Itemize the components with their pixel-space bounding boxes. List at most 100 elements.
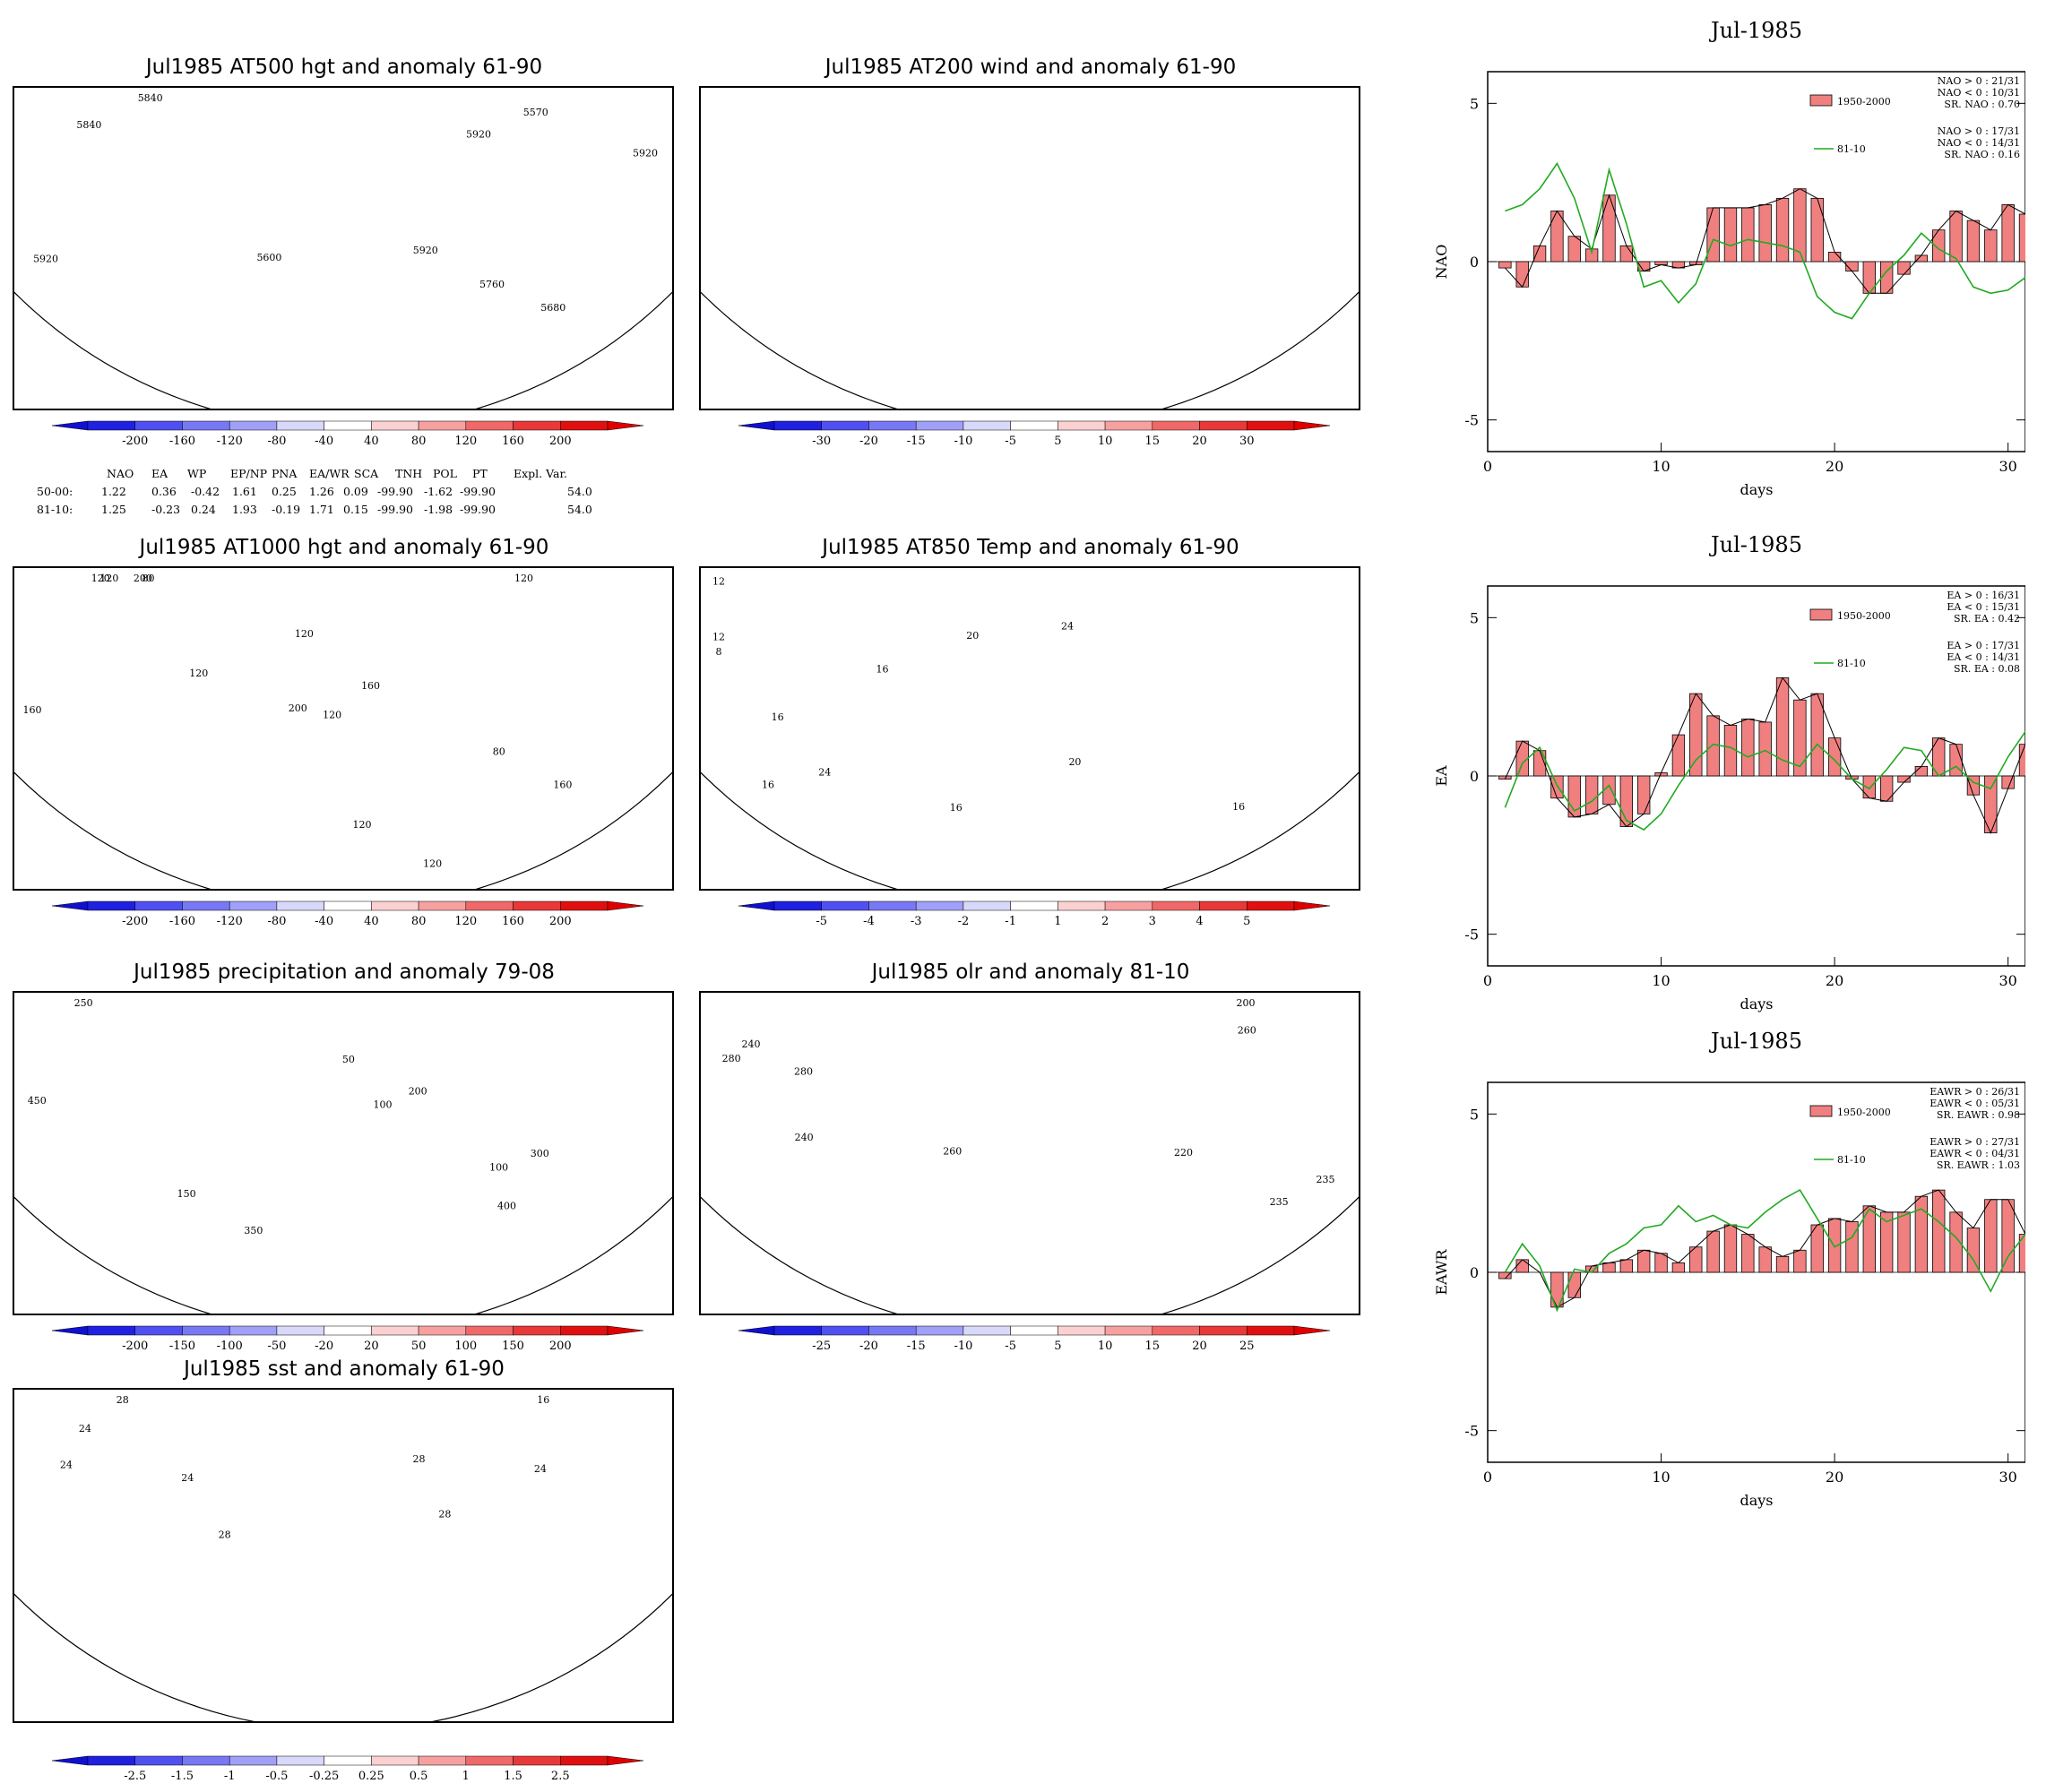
bar bbox=[1671, 1262, 1686, 1273]
colorbar-arrow-high bbox=[1293, 900, 1330, 911]
colorbar-segment bbox=[1104, 1325, 1153, 1336]
colorbar-tick-label: 150 bbox=[502, 1340, 524, 1353]
x-tick-label: 20 bbox=[1826, 972, 1843, 989]
stats-header-cell: TNH bbox=[395, 467, 422, 480]
stats-header-cell: EA/WR bbox=[309, 467, 350, 480]
bar bbox=[2018, 1234, 2025, 1273]
contour-label: 120 bbox=[423, 857, 442, 869]
stats-cell: 0.15 bbox=[343, 503, 368, 516]
colorbar-tick-label: -1 bbox=[224, 1770, 236, 1783]
bar bbox=[1793, 1249, 1807, 1273]
stats-cell: 0.09 bbox=[343, 485, 368, 498]
map-boundary bbox=[14, 1390, 672, 1721]
map-title: Jul1985 AT1000 hgt and anomaly 61-90 bbox=[139, 536, 549, 559]
colorbar-sst: -2.5 -1.5 -1 -0.5 -0.25 0.25 0.5 1 1.5 2.5 bbox=[52, 1755, 643, 1783]
colorbar-at200: -30 -20 -15 -10 -5 5 10 15 20 30 bbox=[738, 420, 1330, 448]
bar bbox=[1914, 1195, 1929, 1273]
colorbar-tick-label: 1 bbox=[462, 1770, 470, 1783]
colorbar-segment bbox=[276, 1755, 324, 1766]
colorbar-segment bbox=[276, 420, 324, 431]
legend-stat: EAWR > 0 : 26/31 bbox=[1930, 1086, 2020, 1098]
stats-header-cell: SCA bbox=[354, 467, 379, 480]
colorbar-tick-label: 200 bbox=[549, 435, 572, 448]
colorbar-tick-label: -1.5 bbox=[171, 1770, 194, 1783]
contour-label: 350 bbox=[244, 1225, 263, 1236]
bar bbox=[1723, 1224, 1738, 1273]
colorbar-tick-label: -20 bbox=[315, 1340, 333, 1353]
bar bbox=[1810, 1224, 1824, 1273]
colorbar-segment bbox=[418, 1755, 467, 1766]
colorbar-tick-label: -5 bbox=[816, 915, 827, 928]
contour-label: 120 bbox=[99, 573, 118, 584]
contour-label: 120 bbox=[91, 573, 110, 584]
map-plot: 280 260 240 235 220 200 280 240 260 235 bbox=[699, 991, 1360, 1315]
contour-label: 160 bbox=[23, 704, 42, 716]
series-line-1950-2000 bbox=[1505, 1189, 2025, 1308]
colorbar-segment bbox=[371, 1325, 419, 1336]
colorbar-tick-label: 15 bbox=[1145, 1340, 1161, 1353]
colorbar-tick-label: 30 bbox=[1239, 435, 1255, 448]
colorbar-tick-label: -120 bbox=[217, 435, 243, 448]
bar bbox=[1914, 254, 1929, 263]
map-boundary bbox=[14, 88, 672, 409]
bar bbox=[1897, 1211, 1911, 1273]
bar bbox=[1897, 775, 1911, 783]
bar bbox=[1949, 211, 1963, 263]
bar bbox=[1671, 734, 1686, 777]
colorbar-segment bbox=[513, 1325, 561, 1336]
colorbar-tick-label: 40 bbox=[364, 435, 379, 448]
colorbar-segment bbox=[560, 1755, 609, 1766]
bar bbox=[1966, 1228, 1981, 1273]
colorbar-segment bbox=[87, 900, 135, 911]
map-boundary bbox=[701, 568, 1359, 889]
bar bbox=[1602, 1262, 1616, 1273]
bar bbox=[1584, 775, 1599, 814]
colorbar-arrow-high bbox=[1293, 1325, 1330, 1336]
map-plot bbox=[699, 86, 1360, 410]
colorbar-tick-label: -0.5 bbox=[265, 1770, 288, 1783]
colorbar-tick-label: 50 bbox=[411, 1340, 427, 1353]
contour-label: 5920 bbox=[633, 148, 658, 159]
colorbar-tick-label: 80 bbox=[411, 435, 427, 448]
colorbar-segment bbox=[324, 1755, 372, 1766]
map-plot: 28 28 24 16 24 28 28 24 24 bbox=[13, 1388, 674, 1723]
contour-label: 5570 bbox=[523, 107, 548, 118]
map-boundary bbox=[701, 88, 1359, 409]
colorbar-segment bbox=[1152, 1325, 1200, 1336]
stats-cell: -99.90 bbox=[460, 485, 496, 498]
colorbar-segment bbox=[371, 420, 419, 431]
colorbar-tick-label: 120 bbox=[454, 915, 477, 928]
map-svg: 16 12 16 20 24 8 12 16 20 24 16 16 bbox=[701, 568, 1359, 889]
contour-label: 24 bbox=[79, 1423, 91, 1434]
bar bbox=[1741, 1234, 1755, 1273]
stats-cell: 1.26 bbox=[309, 485, 334, 498]
colorbar-segment bbox=[560, 1325, 609, 1336]
colorbar-segment bbox=[87, 1325, 135, 1336]
colorbar-segment bbox=[87, 420, 135, 431]
colorbar-segment bbox=[465, 900, 514, 911]
y-tick-label: 0 bbox=[1470, 1264, 1479, 1281]
legend-stat: NAO < 0 : 14/31 bbox=[1938, 137, 2020, 149]
bar bbox=[1637, 775, 1651, 814]
index-chart-ea: Jul-1985 5 0 -5 0 10 20 30 days EA 1950-2000 81-10 E… bbox=[1433, 532, 2025, 1012]
colorbar-tick-label: -200 bbox=[122, 1340, 148, 1353]
colorbar-segment bbox=[182, 420, 230, 431]
colorbar-tick-label: 0.25 bbox=[358, 1770, 384, 1783]
colorbar-tick-label: -4 bbox=[863, 915, 875, 928]
contour-label: 280 bbox=[794, 1065, 813, 1077]
bar bbox=[2018, 213, 2025, 263]
map-panel-at200: Jul1985 AT200 wind and anomaly 61-90 bbox=[699, 56, 1362, 414]
chart-title: Jul-1985 bbox=[1708, 1029, 1802, 1054]
legend-stat: EAWR < 0 : 04/31 bbox=[1930, 1148, 2020, 1159]
colorbar-tick-label: -40 bbox=[315, 915, 333, 928]
colorbar-tick-label: 160 bbox=[502, 435, 524, 448]
colorbar-segment bbox=[229, 1325, 278, 1336]
contour-label: 24 bbox=[181, 1472, 194, 1484]
stats-cell: 0.24 bbox=[191, 503, 216, 516]
contour-label: 100 bbox=[489, 1162, 508, 1174]
colorbar-segment bbox=[773, 900, 822, 911]
colorbar-segment bbox=[465, 1755, 514, 1766]
colorbar-tick-label: 5 bbox=[1054, 435, 1061, 448]
legend-stat: EA > 0 : 17/31 bbox=[1947, 640, 2020, 651]
stats-cell: -1.62 bbox=[424, 485, 453, 498]
